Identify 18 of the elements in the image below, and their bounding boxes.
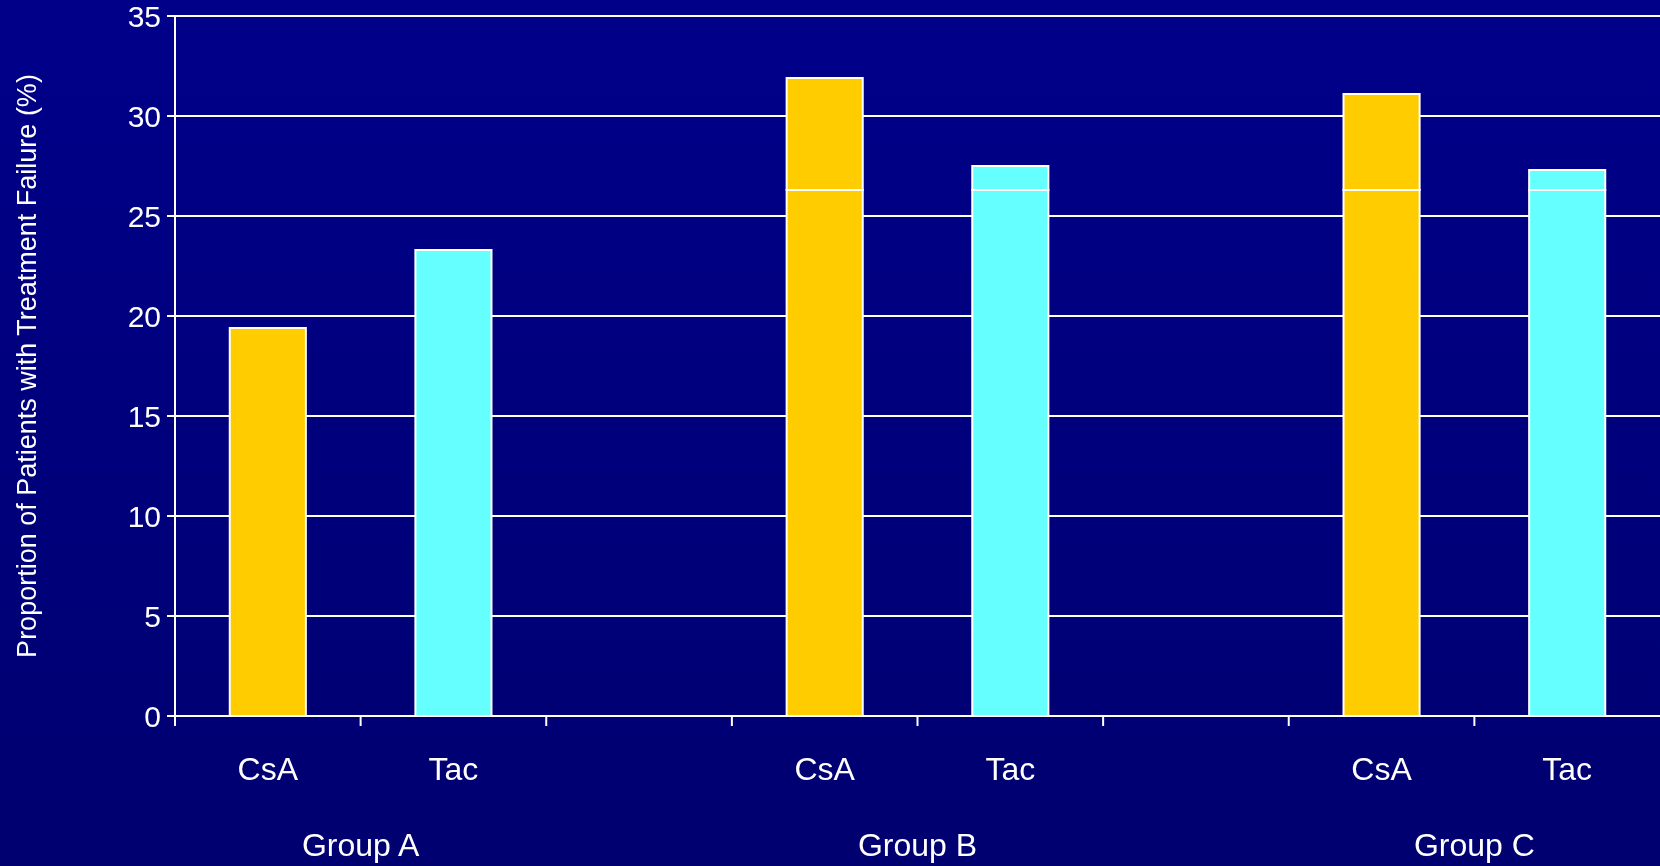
x-tick-label: CsA	[794, 751, 856, 787]
text: Group C	[1413, 827, 1535, 863]
y-tick-label: 35	[127, 0, 161, 33]
x-tick-label: Tac	[1542, 751, 1593, 787]
x-tick-label: CsA	[237, 751, 299, 787]
x-tick-label: Tac	[985, 751, 1036, 787]
y-tick-label: 30	[127, 99, 161, 133]
text: Group A	[301, 827, 420, 863]
y-axis-title: Proportion of Patients with Treatment Failure (%)	[12, 74, 42, 658]
x-tick-label: CsA	[1351, 751, 1413, 787]
y-tick-label: 5	[144, 599, 161, 633]
y-tick-label: 0	[144, 699, 161, 733]
x-tick-label: Tac	[428, 751, 479, 787]
text: Group B	[857, 827, 978, 863]
y-tick-label: 20	[127, 299, 161, 333]
y-tick-label: 25	[127, 199, 161, 233]
y-tick-label: 10	[127, 499, 161, 533]
y-tick-label: 15	[127, 399, 161, 433]
